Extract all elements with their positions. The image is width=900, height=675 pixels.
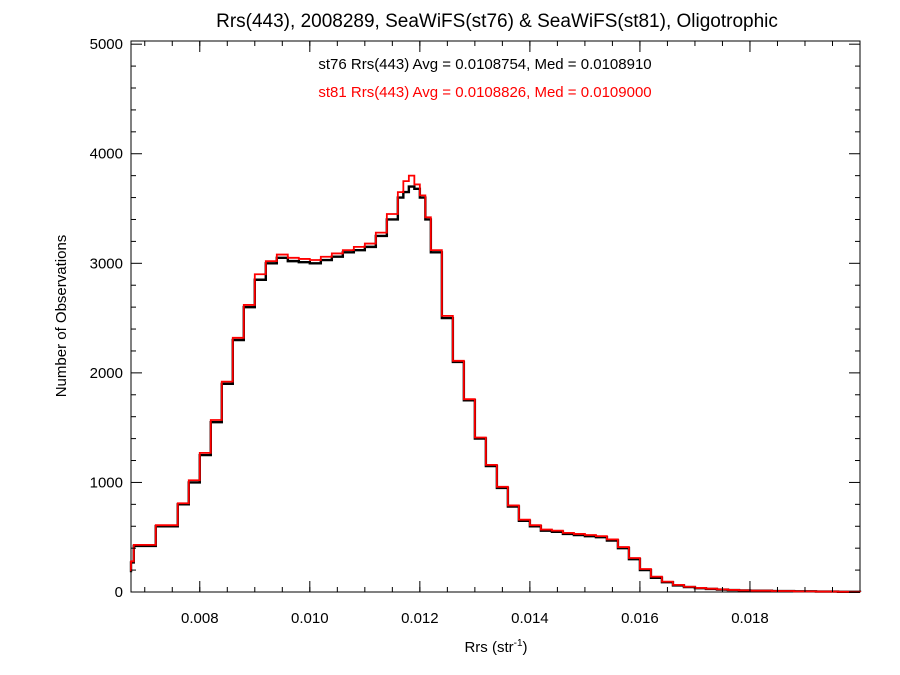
y-tick-label: 0 [115, 584, 123, 601]
y-tick-label: 1000 [90, 474, 123, 491]
series-line-st81 [130, 174, 861, 593]
x-tick-label: 0.016 [621, 610, 659, 627]
y-tick-label: 3000 [90, 255, 123, 272]
plot-frame [130, 40, 861, 593]
x-tick-label: 0.018 [731, 610, 769, 627]
y-tick-label: 4000 [90, 146, 123, 163]
x-axis-label: Rrs (str-1) [464, 638, 527, 656]
chart-title: Rrs(443), 2008289, SeaWiFS(st76) & SeaWi… [216, 11, 778, 32]
plot-area: 0.008 0.010 0.012 0.014 0.016 0.018 0 1000 2000 3… [90, 36, 862, 627]
annotation-st76: st76 Rrs(443) Avg = 0.0108754, Med = 0.0… [318, 56, 651, 73]
series-layer [129, 174, 862, 593]
x-axis-label-sup: -1 [514, 638, 523, 649]
x-axis-label-main: Rrs (str [464, 639, 513, 656]
y-axis-label: Number of Observations [53, 235, 70, 398]
annotation-st81: st81 Rrs(443) Avg = 0.0108826, Med = 0.0… [318, 84, 651, 101]
y-tick-label: 5000 [90, 36, 123, 53]
x-tick-label: 0.008 [181, 610, 219, 627]
x-axis-label-tail: ) [523, 639, 528, 656]
x-tick-label: 0.014 [511, 610, 549, 627]
x-tick-label: 0.012 [401, 610, 439, 627]
y-tick-label: 2000 [90, 365, 123, 382]
x-tick-label: 0.010 [291, 610, 329, 627]
ticks-layer: 0.008 0.010 0.012 0.014 0.016 0.018 0 1000 2000 3… [90, 36, 860, 627]
